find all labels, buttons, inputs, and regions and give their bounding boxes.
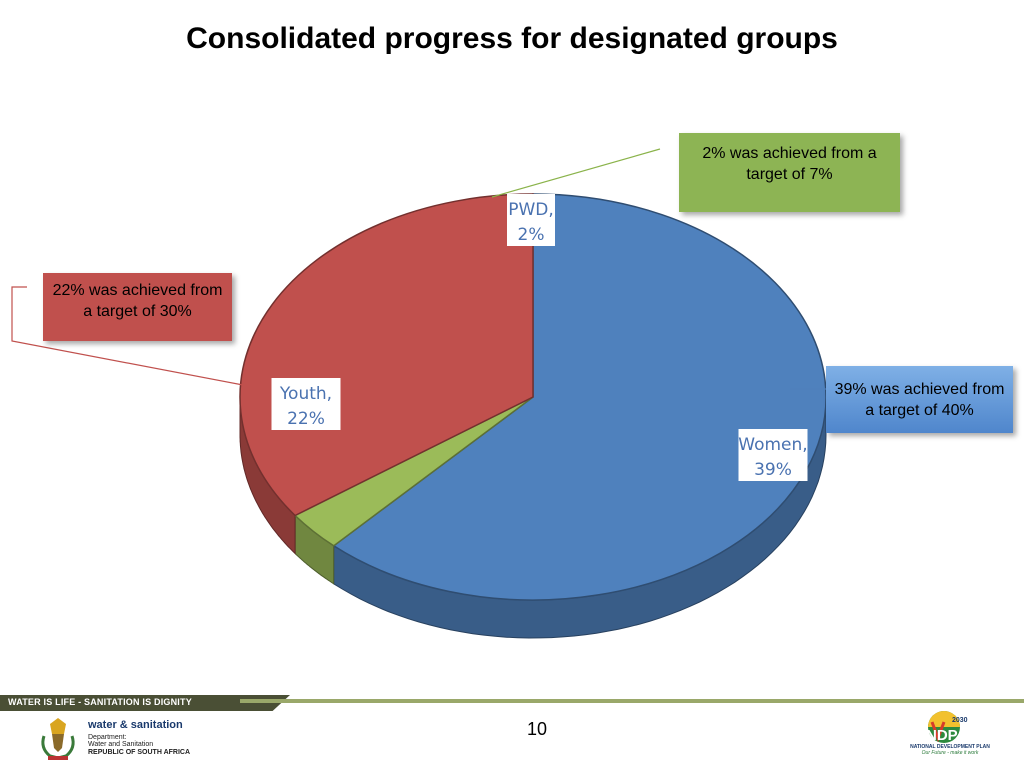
ndp-text: NATIONAL DEVELOPMENT PLAN Our Future - m…	[905, 744, 995, 756]
data-label-bg	[507, 194, 555, 246]
footer-band: WATER IS LIFE - SANITATION IS DIGNITY	[0, 695, 1024, 711]
pie-slices-group	[239, 193, 827, 601]
leader-line-pwd	[491, 148, 661, 198]
ndp-abbrev: NDP	[926, 727, 958, 744]
data-label-text: 39%	[754, 460, 792, 480]
footer-dark-bar	[0, 695, 290, 711]
data-label-bg	[271, 378, 341, 430]
dept-line-1: Department:	[88, 733, 127, 741]
ndp-year: 2030	[952, 717, 968, 724]
data-labels-group: Women, 39% PWD, 2% Youth, 22%	[271, 194, 808, 481]
ndp-tagline: Our Future - make it work	[921, 750, 979, 756]
data-label-text: 22%	[287, 409, 325, 429]
women-callout: 39% was achieved from a target of 40%	[826, 366, 1013, 433]
data-label-text: Women,	[738, 435, 807, 455]
data-label-bg	[738, 429, 808, 481]
dept-brand: water & sanitation	[88, 719, 183, 731]
data-label-pwd: PWD, 2%	[507, 194, 555, 246]
dept-line-3: REPUBLIC OF SOUTH AFRICA	[88, 748, 191, 756]
data-label-youth: Youth, 22%	[271, 378, 341, 430]
footer-slogan: WATER IS LIFE - SANITATION IS DIGNITY	[8, 697, 192, 707]
data-label-text: PWD,	[508, 200, 554, 220]
ndp-logo-icon: 2030 NDP	[926, 711, 968, 744]
department-text: water & sanitation Department: Water and…	[88, 719, 191, 756]
footer-line	[240, 699, 1024, 703]
pie-slice-youth	[239, 193, 534, 517]
page-number: 10	[526, 719, 548, 739]
ndp-name: NATIONAL DEVELOPMENT PLAN	[910, 744, 990, 750]
coat-of-arms-icon	[41, 718, 75, 760]
pwd-callout: 2% was achieved from a target of 7%	[679, 133, 900, 212]
slide-title: Consolidated progress for designated gro…	[186, 22, 838, 55]
data-label-text: Youth,	[279, 384, 332, 404]
youth-callout: 22% was achieved from a target of 30%	[43, 273, 232, 341]
data-label-text: 2%	[518, 225, 545, 245]
dept-line-2: Water and Sanitation	[88, 741, 154, 748]
leader-lines-group	[11, 148, 826, 390]
leader-line-youth	[11, 286, 244, 386]
data-label-women: Women, 39%	[738, 429, 808, 481]
